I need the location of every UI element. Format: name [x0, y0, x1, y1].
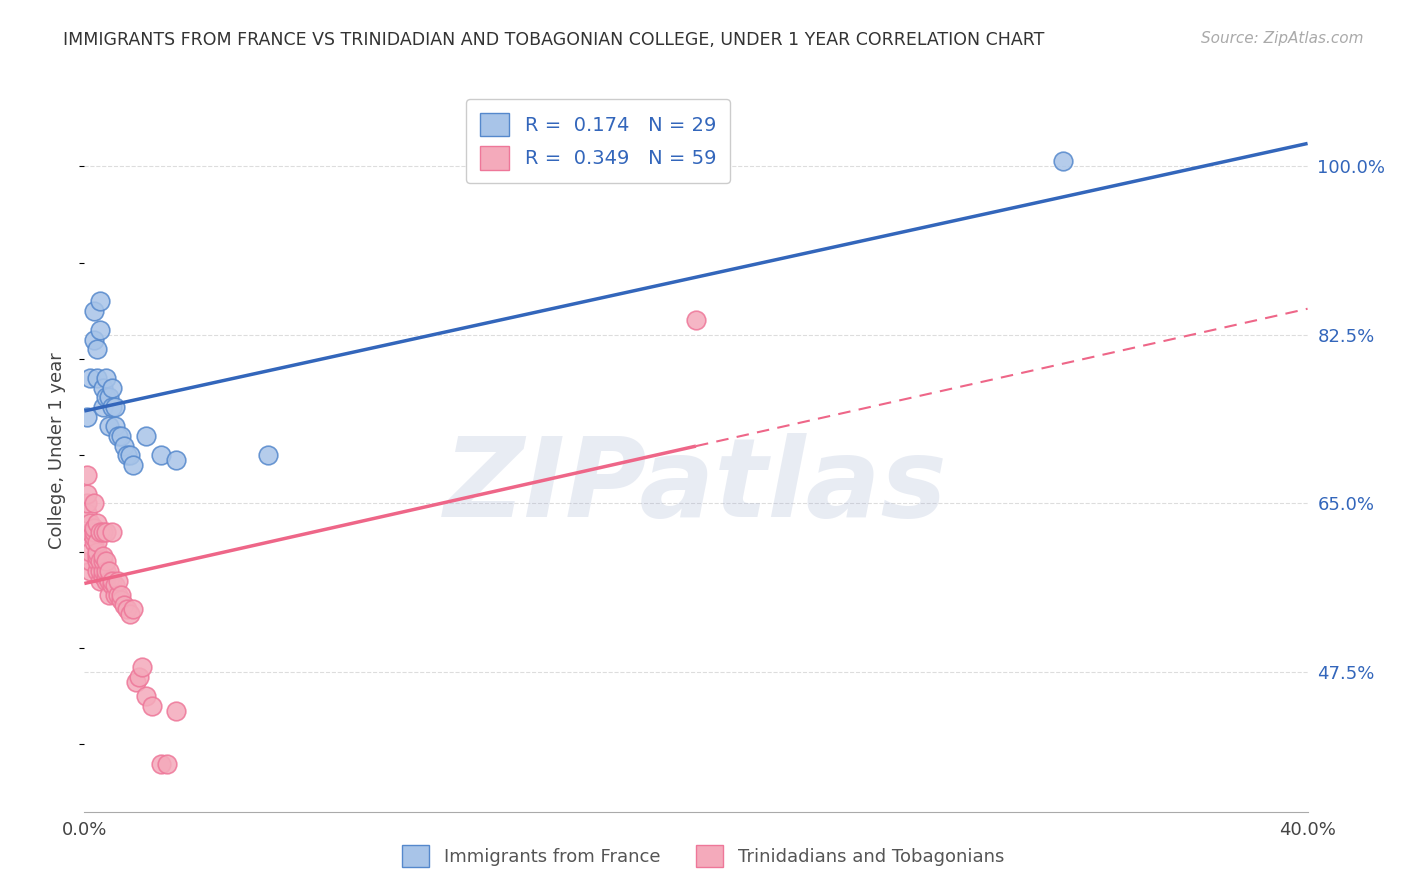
- Point: [83, 496, 105, 510]
- Point: [91, 564, 114, 578]
- Point: [120, 607, 142, 622]
- Point: [83, 530, 105, 544]
- Point: [89, 554, 111, 568]
- Point: [112, 598, 135, 612]
- Point: [86, 516, 108, 530]
- Point: [104, 588, 127, 602]
- Point: [86, 535, 108, 549]
- Point: [79, 516, 101, 530]
- Point: [141, 698, 163, 713]
- Point: [94, 525, 117, 540]
- Point: [685, 313, 707, 327]
- Point: [107, 429, 129, 443]
- Point: [101, 381, 124, 395]
- Point: [83, 303, 105, 318]
- Point: [79, 525, 101, 540]
- Point: [91, 400, 114, 414]
- Point: [79, 554, 101, 568]
- Point: [94, 371, 117, 385]
- Point: [257, 448, 280, 462]
- Point: [83, 535, 105, 549]
- Point: [94, 554, 117, 568]
- Text: Source: ZipAtlas.com: Source: ZipAtlas.com: [1201, 31, 1364, 46]
- Point: [97, 419, 120, 434]
- Point: [135, 429, 157, 443]
- Legend: R =  0.174   N = 29, R =  0.349   N = 59: R = 0.174 N = 29, R = 0.349 N = 59: [467, 99, 730, 184]
- Point: [149, 448, 172, 462]
- Point: [110, 588, 132, 602]
- Point: [91, 381, 114, 395]
- Point: [107, 574, 129, 588]
- Point: [110, 429, 132, 443]
- Point: [86, 544, 108, 558]
- Point: [97, 574, 120, 588]
- Point: [97, 564, 120, 578]
- Point: [83, 520, 105, 534]
- Point: [76, 467, 98, 482]
- Point: [104, 578, 127, 592]
- Point: [89, 525, 111, 540]
- Point: [86, 564, 108, 578]
- Legend: Immigrants from France, Trinidadians and Tobagonians: Immigrants from France, Trinidadians and…: [395, 838, 1011, 874]
- Point: [107, 588, 129, 602]
- Point: [112, 439, 135, 453]
- Point: [101, 574, 124, 588]
- Y-axis label: College, Under 1 year: College, Under 1 year: [48, 352, 66, 549]
- Point: [79, 564, 101, 578]
- Point: [101, 525, 124, 540]
- Point: [94, 391, 117, 405]
- Point: [156, 756, 179, 771]
- Point: [86, 343, 108, 357]
- Text: ZIPatlas: ZIPatlas: [444, 434, 948, 540]
- Point: [149, 756, 172, 771]
- Point: [101, 400, 124, 414]
- Point: [165, 453, 187, 467]
- Point: [94, 574, 117, 588]
- Point: [104, 400, 127, 414]
- Point: [89, 564, 111, 578]
- Point: [115, 448, 138, 462]
- Point: [79, 371, 101, 385]
- Point: [83, 525, 105, 540]
- Point: [122, 458, 145, 472]
- Point: [128, 670, 150, 684]
- Point: [97, 391, 120, 405]
- Point: [91, 525, 114, 540]
- Point: [83, 333, 105, 347]
- Point: [104, 419, 127, 434]
- Point: [131, 660, 153, 674]
- Point: [76, 487, 98, 501]
- Point: [110, 592, 132, 607]
- Point: [89, 323, 111, 337]
- Point: [79, 544, 101, 558]
- Point: [122, 602, 145, 616]
- Point: [91, 549, 114, 564]
- Point: [76, 409, 98, 424]
- Point: [86, 554, 108, 568]
- Point: [89, 294, 111, 309]
- Point: [76, 506, 98, 520]
- Point: [94, 564, 117, 578]
- Point: [91, 554, 114, 568]
- Point: [135, 689, 157, 703]
- Point: [115, 602, 138, 616]
- Point: [91, 568, 114, 582]
- Point: [120, 448, 142, 462]
- Point: [94, 568, 117, 582]
- Point: [125, 674, 148, 689]
- Point: [101, 578, 124, 592]
- Point: [76, 496, 98, 510]
- Point: [86, 549, 108, 564]
- Point: [1052, 154, 1074, 169]
- Point: [97, 588, 120, 602]
- Point: [89, 574, 111, 588]
- Point: [86, 371, 108, 385]
- Point: [165, 704, 187, 718]
- Text: IMMIGRANTS FROM FRANCE VS TRINIDADIAN AND TOBAGONIAN COLLEGE, UNDER 1 YEAR CORRE: IMMIGRANTS FROM FRANCE VS TRINIDADIAN AN…: [63, 31, 1045, 49]
